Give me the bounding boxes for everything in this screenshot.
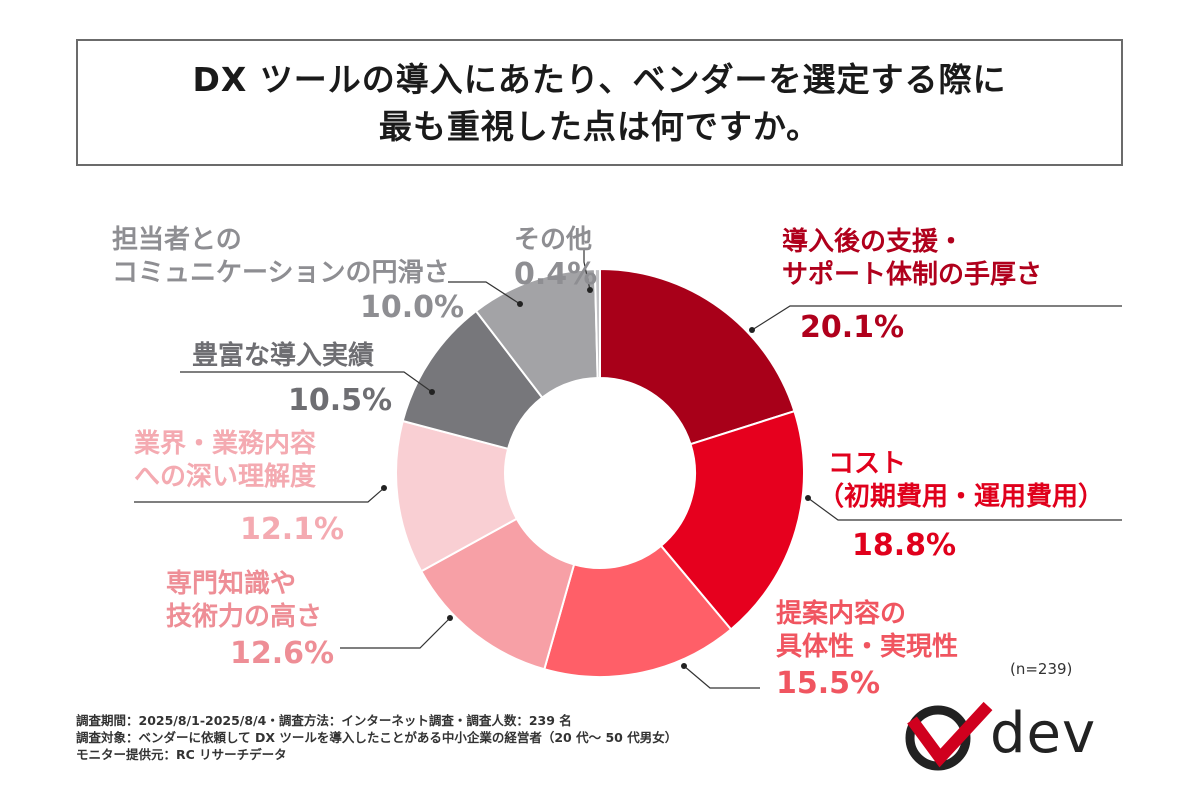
label-track-record-pct: 10.5% (288, 383, 393, 418)
dev-logo-icon (905, 701, 993, 771)
footer-line-1: 調査期間：2025/8/1-2025/8/4・調査方法：インターネット調査・調査… (76, 713, 572, 728)
label-cost-name-2: （初期費用・運用費用） (818, 482, 1105, 512)
leader-dot-other (587, 287, 593, 293)
label-track-record: 豊富な導入実績 10.5% (192, 340, 392, 419)
title-line-1: DX ツールの導入にあたり、ベンダーを選定する際に (192, 59, 1007, 99)
label-support: 導入後の支援・ サポート体制の手厚さ 20.1% (782, 226, 1042, 346)
leader-dot-expertise (447, 615, 453, 621)
label-cost-pct: 18.8% (852, 528, 957, 563)
leader-dot-communication (517, 301, 523, 307)
label-support-pct: 20.1% (800, 310, 905, 345)
label-expertise-name-2: 技術力の高さ (166, 602, 323, 632)
slice-industry (395, 419, 519, 573)
slice-support (599, 267, 796, 446)
label-support-name-2: サポート体制の手厚さ (782, 260, 1043, 290)
label-support-name-1: 導入後の支援・ (782, 227, 965, 257)
slice-cost (659, 409, 805, 631)
label-proposal: 提案内容の 具体性・実現性 15.5% (776, 598, 958, 702)
label-communication-pct: 10.0% (360, 290, 465, 325)
leader-dot-track-record (429, 389, 435, 395)
sample-size: (n=239) (1010, 660, 1073, 678)
label-other-pct: 0.4% (514, 257, 598, 292)
leader-dot-industry (381, 485, 387, 491)
leader-dot-support (749, 327, 755, 333)
label-proposal-name-1: 提案内容の (776, 599, 907, 629)
leader-line-expertise (340, 617, 451, 649)
label-other-name: その他 (514, 225, 593, 255)
label-communication: 担当者との コミュニケーションの円滑さ 10.0% (112, 224, 464, 326)
label-industry-name-1: 業界・業務内容 (134, 429, 317, 459)
leader-line-communication (448, 281, 521, 305)
label-expertise-pct: 12.6% (230, 636, 335, 671)
slice-proposal (543, 544, 733, 678)
leader-line-support (751, 305, 1122, 331)
label-communication-name-1: 担当者との (112, 225, 242, 255)
leader-line-proposal (683, 665, 760, 689)
title-box: DX ツールの導入にあたり、ベンダーを選定する際に 最も重視した点は何ですか。 (76, 39, 1123, 166)
label-proposal-name-2: 具体性・実現性 (776, 632, 959, 662)
logo-text: dev (990, 701, 1097, 766)
label-expertise: 専門知識や 技術力の高さ 12.6% (166, 568, 334, 672)
leader-line-other (583, 248, 591, 291)
leader-dot-cost (805, 495, 811, 501)
title-line-2: 最も重視した点は何ですか。 (378, 106, 821, 146)
leader-line-industry (134, 487, 385, 503)
leader-dot-proposal (681, 663, 687, 669)
label-industry-pct: 12.1% (240, 512, 345, 547)
logo-check (907, 701, 993, 768)
label-cost-name-1: コスト (828, 449, 907, 479)
slice-other (593, 267, 601, 380)
label-communication-name-2: コミュニケーションの円滑さ (112, 258, 450, 288)
leader-line-cost (807, 497, 1122, 521)
leader-line-track-record (180, 371, 433, 393)
label-other: その他 0.4% (514, 224, 597, 293)
label-track-record-name: 豊富な導入実績 (192, 341, 375, 371)
label-industry: 業界・業務内容 への深い理解度 12.1% (134, 428, 344, 548)
footer-line-3: モニター提供元：RC リサーチデータ (76, 747, 287, 762)
label-proposal-pct: 15.5% (776, 666, 881, 701)
footer-notes: 調査期間：2025/8/1-2025/8/4・調査方法：インターネット調査・調査… (76, 712, 677, 763)
label-industry-name-2: への深い理解度 (134, 462, 317, 492)
label-expertise-name-1: 専門知識や (166, 569, 297, 599)
footer-line-2: 調査対象：ベンダーに依頼して DX ツールを導入したことがある中小企業の経営者（… (76, 730, 678, 745)
label-cost: コスト （初期費用・運用費用） 18.8% (818, 448, 1104, 564)
